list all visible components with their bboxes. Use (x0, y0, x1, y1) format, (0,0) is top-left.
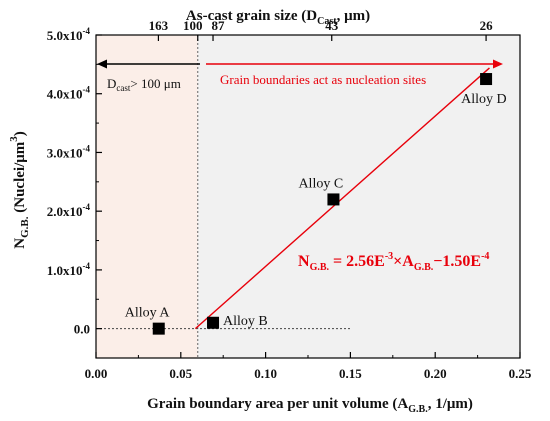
y-tick-label: 1.0x10-4 (47, 261, 91, 278)
x-tick-label: 0.15 (339, 366, 362, 381)
data-point-label: Alloy D (461, 92, 507, 107)
x-tick-label: 0.05 (169, 366, 192, 381)
annotation-left-d: D (107, 76, 116, 91)
equation-n: N (298, 253, 310, 270)
top-axis-title-sub: Cast (317, 16, 337, 27)
top-tick-label: 87 (212, 18, 226, 33)
data-point-label: Alloy B (223, 314, 268, 329)
y-axis-title-sub: G.B. (19, 216, 31, 238)
x-tick-label: 0.20 (424, 366, 447, 381)
data-point-label: Alloy A (125, 306, 171, 321)
annotation-right: Grain boundaries act as nucleation sites (206, 59, 503, 87)
y-tick-label: 2.0x10-4 (47, 202, 91, 219)
y-tick-exponent: -4 (83, 202, 91, 212)
y-axis-title-sup: 3 (8, 136, 20, 142)
y-tick-mantissa: 5.0x10 (47, 28, 83, 43)
equation-a-sub: G.B. (414, 262, 434, 273)
y-tick-exponent: -4 (83, 261, 91, 271)
equation-sup2: -4 (481, 251, 489, 262)
x-tick-label: 0.10 (254, 366, 277, 381)
top-axis-title: As-cast grain size (DCast, μm) (186, 8, 370, 27)
data-point (480, 73, 493, 86)
fit-equation: NG.B. = 2.56E-3×AG.B.−1.50E-4 (298, 251, 489, 273)
equation-times: ×A (393, 253, 414, 270)
annotation-left: Dcast> 100 μm (97, 59, 200, 93)
y-axis-title-tail: (Nuclei/μm (12, 141, 28, 216)
annotation-left-text: Dcast> 100 μm (107, 76, 181, 93)
x-axis-title-tail: , 1/μm) (428, 396, 473, 412)
top-tick-label: 100 (183, 18, 203, 33)
x-tick-label: 0.00 (85, 366, 108, 381)
data-points: Alloy A Alloy B Alloy C Alloy D (125, 73, 507, 335)
top-tick-label: 26 (480, 18, 494, 33)
equation-n-sub: G.B. (310, 262, 330, 273)
top-axis-title-tail: , μm) (337, 8, 371, 24)
y-tick-exponent: -4 (83, 85, 91, 95)
x-axis-title-sub: G.B. (408, 404, 428, 415)
y-tick-label: 0.0 (74, 322, 90, 337)
y-tick-label: 5.0x10-4 (47, 26, 91, 43)
y-axis-title-close: ) (12, 131, 28, 136)
y-tick-mantissa: 3.0x10 (47, 145, 83, 160)
y-tick-mantissa: 4.0x10 (47, 87, 83, 102)
data-point-label: Alloy C (298, 176, 343, 191)
data-point (152, 322, 165, 335)
y-tick-label: 4.0x10-4 (47, 85, 91, 102)
data-point (327, 193, 340, 206)
fit-line-layer (194, 67, 490, 330)
equation-eq1: = 2.56E (329, 253, 385, 270)
data-point (207, 316, 220, 329)
reference-lines (96, 35, 351, 358)
y-axis-title-main: N (12, 238, 28, 249)
annotation-left-rest: > 100 μm (130, 76, 180, 91)
y-tick-exponent: -4 (83, 26, 91, 36)
arrow-left-head (97, 59, 107, 69)
y-tick-mantissa: 2.0x10 (47, 204, 83, 219)
x-axis-title-main: Grain boundary area per unit volume (A (147, 396, 408, 412)
y-axis-title: NG.B. (Nuclei/μm3) (8, 131, 31, 249)
annotation-left-sub: cast (116, 83, 130, 93)
fit-line (194, 67, 490, 330)
y-tick-mantissa: 1.0x10 (47, 263, 83, 278)
annotation-right-text: Grain boundaries act as nucleation sites (220, 72, 426, 87)
y-tick-exponent: -4 (83, 143, 91, 153)
equation-sup1: -3 (385, 251, 393, 262)
top-tick-label: 163 (149, 18, 169, 33)
y-tick-label: 3.0x10-4 (47, 143, 91, 160)
x-tick-label: 0.25 (509, 366, 532, 381)
top-tick-label: 43 (325, 18, 339, 33)
arrow-right-head (493, 59, 503, 69)
axes: 0.00 0.05 0.10 0.15 0.20 0.250.01.0x10-42.0x1… (47, 18, 532, 381)
x-axis-title: Grain boundary area per unit volume (AG.… (147, 396, 473, 415)
top-axis-title-main: As-cast grain size (D (186, 8, 317, 24)
shaded-region-left (96, 35, 198, 358)
equation-minus: −1.50E (433, 253, 481, 270)
